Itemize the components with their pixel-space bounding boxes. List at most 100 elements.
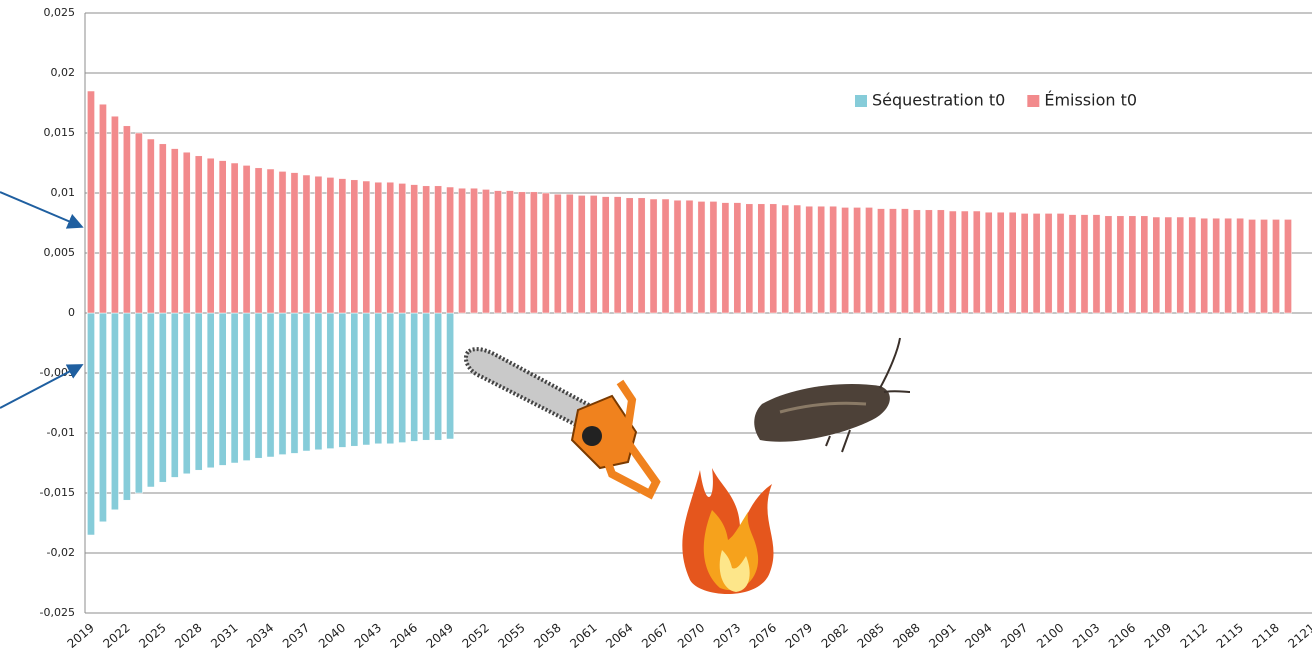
bar	[781, 204, 790, 314]
bar	[111, 115, 119, 314]
x-tick-label: 2052	[460, 621, 492, 651]
bar	[422, 312, 430, 441]
bar	[146, 138, 155, 314]
x-tick-label: 2034	[244, 621, 276, 651]
x-tick-label: 2082	[819, 621, 851, 651]
bar	[948, 210, 957, 314]
bar	[925, 209, 933, 314]
x-tick-label: 2073	[711, 621, 743, 651]
bar	[290, 172, 299, 314]
bar	[1200, 217, 1209, 314]
bar	[793, 204, 802, 314]
bar	[984, 211, 993, 314]
bar	[1140, 215, 1149, 314]
x-tick-label: 2046	[388, 621, 420, 651]
x-tick-label: 2061	[567, 621, 599, 651]
bar	[817, 205, 825, 314]
bar	[458, 187, 466, 314]
legend-swatch	[855, 95, 867, 107]
bar	[649, 198, 658, 314]
x-tick-label: 2064	[603, 621, 635, 651]
y-tick-label: -0,02	[47, 546, 75, 559]
x-tick-label: 2097	[998, 621, 1030, 651]
bar	[362, 180, 371, 314]
bar	[123, 125, 131, 314]
bar	[194, 155, 203, 314]
decorations	[0, 191, 911, 595]
plot-area: -0,025-0,02-0,015-0,01-0,00500,0050,010,…	[40, 6, 1312, 651]
bar	[757, 203, 766, 314]
x-tick-label: 2058	[531, 621, 563, 651]
chainsaw-icon	[463, 347, 661, 500]
bar	[278, 312, 287, 455]
bar	[1116, 215, 1125, 314]
bar	[266, 312, 275, 458]
bar	[230, 312, 239, 464]
bar	[350, 179, 359, 314]
bar	[398, 183, 407, 314]
bar	[530, 191, 538, 314]
bar	[1104, 215, 1113, 314]
x-tick-label: 2103	[1070, 621, 1102, 651]
x-tick-label: 2025	[136, 621, 168, 651]
bar	[158, 312, 167, 483]
bar	[338, 312, 347, 448]
bar	[1092, 214, 1101, 314]
bar	[326, 177, 335, 314]
bar	[182, 151, 191, 314]
bar	[278, 171, 287, 314]
x-tick-label: 2055	[495, 621, 527, 651]
bar	[170, 312, 179, 478]
bar	[386, 312, 395, 445]
bar	[266, 168, 275, 314]
x-tick-label: 2109	[1142, 621, 1174, 651]
legend-label: Séquestration t0	[872, 91, 1005, 110]
bar	[494, 190, 502, 314]
y-tick-label: -0,025	[40, 606, 75, 619]
arrow	[0, 191, 84, 229]
bar	[542, 192, 550, 314]
bar	[937, 209, 945, 314]
bar	[350, 312, 359, 447]
bar	[1272, 219, 1280, 314]
bar	[422, 185, 430, 314]
bar	[158, 143, 167, 314]
bar	[853, 207, 861, 314]
bar	[206, 157, 215, 314]
bar	[637, 197, 646, 314]
bar	[470, 187, 478, 314]
bar	[446, 186, 454, 314]
moth-icon	[754, 337, 911, 453]
bar	[302, 174, 311, 314]
bar	[1020, 213, 1029, 314]
bar	[123, 312, 131, 501]
bar	[194, 312, 203, 471]
bar	[1188, 216, 1197, 314]
bar	[374, 312, 383, 445]
bar	[1032, 213, 1041, 314]
y-tick-label: 0,015	[44, 126, 76, 139]
bar	[709, 201, 718, 314]
y-tick-label: 0,025	[44, 6, 76, 19]
x-tick-label: 2094	[962, 621, 994, 651]
legend-label: Émission t0	[1044, 91, 1137, 110]
bar	[1044, 213, 1053, 314]
bar	[577, 195, 586, 314]
bar	[733, 202, 742, 314]
bar	[589, 195, 598, 314]
x-tick-label: 2079	[783, 621, 815, 651]
bar	[805, 205, 814, 314]
bar	[865, 207, 873, 314]
bar	[446, 312, 454, 440]
bar	[901, 208, 909, 314]
y-tick-label: -0,01	[47, 426, 75, 439]
bar	[314, 312, 323, 451]
bar	[135, 312, 143, 494]
bar	[1284, 219, 1292, 314]
x-tick-label: 2028	[172, 621, 204, 651]
bar	[374, 181, 383, 314]
bar	[302, 312, 311, 452]
bar	[913, 209, 921, 314]
bar	[877, 208, 885, 314]
